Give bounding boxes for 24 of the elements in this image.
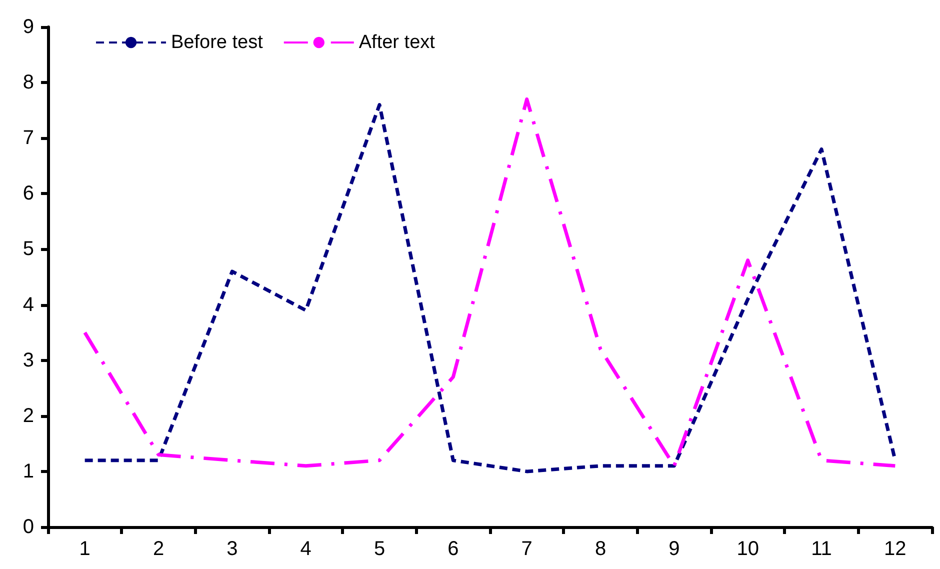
x-tick-label: 12	[884, 538, 906, 560]
y-tick-label: 9	[22, 16, 34, 38]
y-tick-label: 5	[22, 238, 34, 260]
x-tick-label: 10	[736, 538, 759, 560]
x-tick-label: 2	[152, 538, 164, 560]
y-tick-label: 2	[22, 404, 34, 427]
x-tick-label: 6	[448, 538, 459, 560]
x-tick-label: 7	[521, 538, 532, 560]
x-tick-label: 1	[79, 538, 90, 560]
y-tick-label: 8	[22, 72, 34, 94]
y-tick-label: 1	[22, 460, 34, 482]
x-tick-label: 9	[668, 538, 680, 560]
y-tick-label: 3	[22, 349, 34, 372]
legend-label: Before test	[171, 32, 264, 53]
x-tick-label: 8	[594, 538, 606, 560]
y-tick-label: 7	[22, 127, 34, 150]
x-tick-label: 4	[300, 538, 312, 560]
legend-label: After text	[358, 32, 436, 53]
y-tick-label: 4	[22, 294, 34, 316]
x-tick-label: 11	[811, 538, 832, 560]
y-tick-label: 0	[22, 516, 34, 538]
y-tick-label: 6	[22, 182, 34, 205]
x-tick-label: 3	[226, 538, 238, 560]
x-tick-label: 5	[374, 538, 386, 560]
